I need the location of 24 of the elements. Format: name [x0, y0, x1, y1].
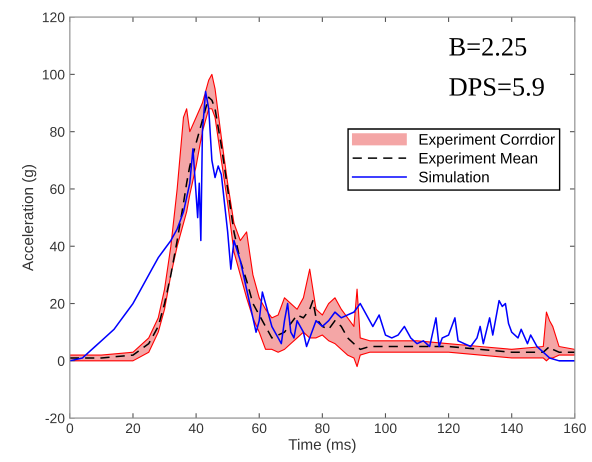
y-tick-label: 0 [58, 356, 64, 366]
y-tick-label: 100 [42, 70, 64, 80]
x-tick-label: 60 [252, 423, 266, 434]
x-tick-label: 40 [188, 423, 204, 434]
annotation: B=2.25 [449, 38, 526, 56]
legend-label: Experiment Mean [420, 152, 538, 167]
x-axis-title: Time (ms) [288, 438, 356, 453]
x-tick-label: 160 [564, 423, 586, 434]
legend-label: Simulation [419, 171, 489, 182]
annotation: DPS=5.9 [449, 78, 544, 96]
y-tick-label: 40 [50, 242, 64, 252]
y-tick-label: 120 [42, 12, 64, 22]
x-tick-label: 100 [374, 423, 397, 434]
x-tick-label: 20 [126, 423, 140, 434]
y-tick-label: 60 [50, 184, 64, 194]
x-tick-label: 0 [66, 423, 74, 434]
y-axis-title: Acceleration (g) [22, 165, 36, 272]
y-tick-label: 80 [50, 127, 64, 137]
x-tick-label: 120 [438, 423, 460, 434]
legend-label: Experiment Corrdior [420, 134, 555, 148]
x-tick-label: 140 [501, 423, 523, 434]
y-tick-label: 20 [50, 298, 64, 309]
y-tick-label: -20 [46, 413, 64, 424]
x-tick-label: 80 [315, 423, 330, 434]
